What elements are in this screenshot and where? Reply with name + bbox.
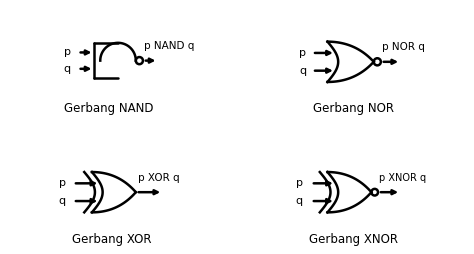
Text: Gerbang NAND: Gerbang NAND [64,102,153,115]
Text: p: p [299,48,306,58]
Text: p: p [64,47,71,57]
Text: Gerbang XNOR: Gerbang XNOR [309,232,398,246]
Text: p NAND q: p NAND q [144,41,194,51]
Text: Gerbang NOR: Gerbang NOR [313,102,394,115]
Text: p XOR q: p XOR q [138,173,180,183]
Text: p: p [59,178,66,188]
Text: p: p [296,178,302,188]
Text: Gerbang XOR: Gerbang XOR [73,232,152,246]
Text: p XNOR q: p XNOR q [379,173,426,183]
Text: q: q [295,196,302,206]
Text: p NOR q: p NOR q [382,42,425,52]
Text: q: q [59,196,66,206]
Text: q: q [64,64,71,74]
Text: q: q [299,66,306,76]
